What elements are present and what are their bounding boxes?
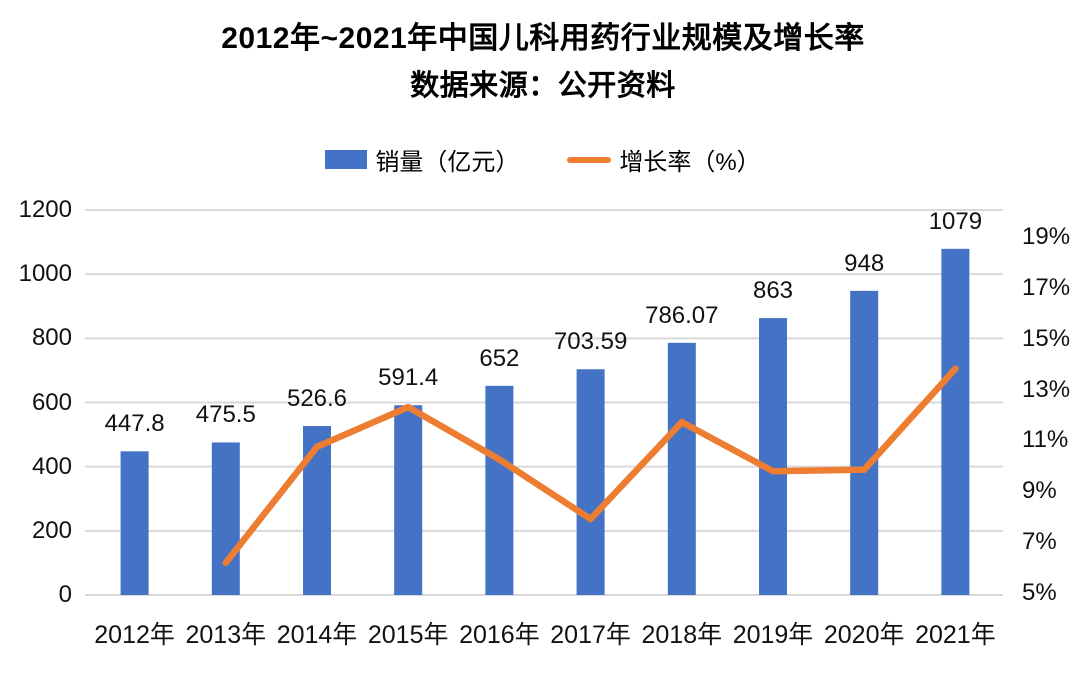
x-axis-label: 2019年 [732, 621, 814, 649]
x-axis-label: 2018年 [641, 621, 723, 649]
bar-2019年 [759, 318, 787, 595]
bar-value-label: 1079 [928, 207, 983, 235]
left-axis-tick: 200 [31, 516, 72, 544]
right-axis-tick: 5% [1022, 579, 1057, 606]
legend: 销量（亿元） 增长率（%） [0, 142, 1086, 177]
bar-2015年 [394, 405, 423, 595]
bar-2018年 [667, 342, 696, 595]
bar-value-label: 652 [479, 344, 520, 372]
right-axis-tick: 13% [1022, 375, 1071, 403]
left-axis-tick: 400 [31, 452, 72, 480]
bar-value-label: 591.4 [378, 364, 439, 392]
legend-item-sales: 销量（亿元） [325, 142, 519, 177]
left-axis-tick: 600 [31, 388, 72, 416]
legend-line-swatch [567, 156, 612, 163]
left-axis-tick: 800 [31, 324, 72, 352]
bar-2017年 [576, 369, 605, 595]
bar-2021年 [941, 248, 970, 595]
left-axis-tick: 1200 [18, 196, 72, 223]
x-axis-label: 2020年 [823, 621, 905, 649]
bar-2020年 [850, 290, 879, 595]
legend-bar-label: 销量（亿元） [375, 149, 520, 176]
x-axis-label: 2014年 [276, 621, 358, 649]
x-axis-label: 2016年 [459, 621, 540, 649]
bar-value-label: 863 [752, 277, 794, 305]
chart-title: 2012年~2021年中国儿科用药行业规模及增长率 [221, 22, 865, 55]
bar-value-label: 526.6 [286, 385, 348, 413]
x-axis-label: 2017年 [550, 621, 631, 649]
growth-rate-line [222, 365, 959, 566]
right-axis-tick: 7% [1022, 528, 1057, 556]
x-axis-label: 2015年 [367, 621, 449, 649]
bar-value-label: 786.07 [645, 301, 719, 329]
left-axis-tick: 0 [58, 581, 72, 608]
right-axis-tick: 15% [1022, 324, 1071, 352]
right-axis-tick: 19% [1022, 223, 1071, 250]
bar-value-label: 948 [844, 249, 885, 277]
bar-value-label: 703.59 [553, 328, 628, 356]
bar-value-label: 475.5 [195, 401, 256, 429]
right-axis-tick: 11% [1022, 426, 1069, 454]
left-axis-tick: 1000 [18, 260, 72, 288]
bar-2012年 [120, 451, 149, 595]
legend-line-label: 增长率（%） [619, 149, 761, 176]
x-axis-label: 2021年 [915, 621, 996, 649]
chart-subtitle: 数据来源：公开资料 [410, 70, 676, 102]
x-axis-label: 2012年 [94, 621, 175, 649]
bar-2016年 [485, 385, 514, 595]
right-axis-tick: 9% [1022, 477, 1057, 505]
bar-2013年 [211, 442, 240, 595]
right-axis-tick: 17% [1022, 273, 1071, 301]
legend-bar-swatch [325, 150, 368, 169]
legend-item-growth: 增长率（%） [567, 142, 761, 177]
bar-value-label: 447.8 [104, 410, 165, 438]
x-axis-label: 2013年 [185, 621, 267, 649]
